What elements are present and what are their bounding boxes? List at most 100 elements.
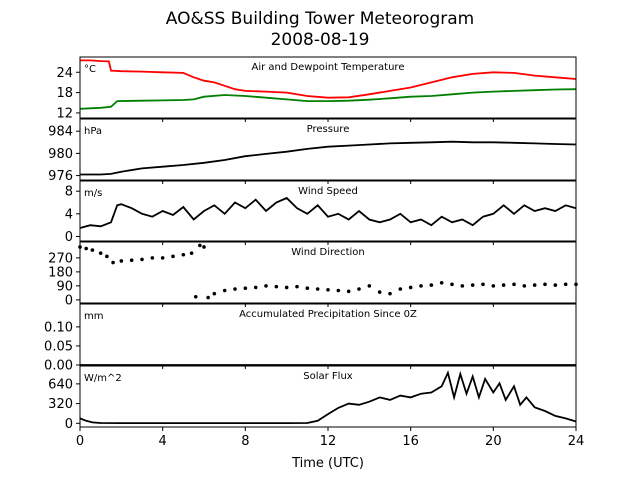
data-point: [84, 246, 88, 251]
data-point: [357, 287, 361, 291]
data-point: [522, 284, 527, 288]
data-point: [563, 282, 568, 287]
data-point: [326, 287, 330, 292]
data-point: [346, 289, 351, 294]
series-1-points: [78, 243, 578, 300]
data-point: [470, 283, 475, 287]
data-point: [377, 290, 382, 294]
data-point: [284, 285, 289, 290]
y-tick-label: 0.05: [44, 339, 73, 354]
y-tick-label: 180: [48, 265, 73, 280]
panel-unit-label: m/s: [84, 188, 102, 199]
data-point: [264, 284, 268, 288]
series-1-line: [80, 140, 577, 176]
data-point: [119, 259, 124, 263]
y-tick-label: 90: [56, 279, 73, 294]
data-point: [193, 294, 198, 299]
data-point: [450, 282, 454, 287]
x-tick-label: 8: [241, 434, 249, 449]
y-tick-label: 8: [65, 185, 73, 200]
data-point: [460, 284, 465, 288]
panel-unit-label: mm: [84, 311, 103, 322]
data-point: [198, 243, 202, 248]
series-2-line: [79, 88, 577, 110]
data-point: [491, 284, 496, 288]
y-tick-label: 0: [65, 293, 73, 308]
y-tick-label: 976: [48, 169, 73, 184]
data-point: [212, 291, 217, 296]
x-axis: 0 4 8 12 16 20 24: [76, 434, 584, 449]
panel-unit-label: W/m^2: [84, 373, 122, 384]
x-axis-label: Time (UTC): [291, 456, 364, 471]
data-point: [408, 285, 413, 290]
data-point: [481, 282, 485, 287]
panel-unit-label: °C: [84, 64, 96, 75]
data-point: [233, 287, 237, 291]
data-point: [305, 286, 310, 291]
panel-unit-label: hPa: [84, 126, 102, 137]
data-point: [171, 254, 175, 259]
chart-title-line-1: AO&SS Building Tower Meteorogram: [166, 9, 474, 29]
data-point: [512, 282, 516, 287]
data-point: [315, 287, 320, 291]
y-tick-label: 270: [48, 251, 73, 266]
x-tick-label: 12: [320, 434, 337, 449]
data-point: [439, 280, 444, 285]
y-tick-label: 0.00: [44, 359, 73, 374]
panel-2: 976 980 984 hPa Pressure: [48, 118, 577, 184]
data-point: [253, 285, 258, 290]
y-tick-label: 12: [56, 106, 73, 121]
data-point: [150, 256, 155, 260]
data-point: [532, 283, 537, 287]
data-point: [181, 252, 186, 257]
chart-title-line-2: 2008-08-19: [271, 30, 370, 50]
data-point: [274, 284, 279, 289]
data-point: [336, 288, 341, 293]
panel-5: 0.00 0.05 0.10 mm Accumulated Precipitation …: [44, 303, 577, 374]
data-point: [98, 251, 103, 256]
y-tick-label: 984: [48, 125, 73, 140]
x-tick-label: 24: [568, 434, 585, 449]
panel-title: Accumulated Precipitation Since 0Z: [239, 309, 417, 320]
panel-title: Solar Flux: [303, 371, 353, 382]
y-tick-label: 24: [56, 66, 73, 81]
data-point: [398, 287, 403, 291]
panel-1: 12 18 24 °C Air and Dewpoint Temperature: [56, 56, 577, 122]
y-tick-label: 0: [65, 417, 73, 432]
x-tick-label: 16: [402, 434, 419, 449]
panel-title: Pressure: [307, 124, 350, 135]
series-1-line: [79, 370, 577, 424]
data-point: [189, 251, 194, 256]
panel-title: Air and Dewpoint Temperature: [252, 62, 405, 73]
data-point: [140, 257, 144, 262]
data-point: [388, 291, 392, 296]
series-1-line: [80, 59, 577, 99]
panel-6: 0 320 640 W/m^2 Solar Flux: [48, 365, 577, 432]
data-point: [105, 254, 109, 259]
y-tick-label: 18: [56, 86, 73, 101]
y-tick-label: 0.10: [44, 320, 73, 335]
data-point: [429, 283, 434, 287]
data-point: [295, 284, 299, 289]
data-point: [501, 283, 506, 287]
data-point: [206, 295, 210, 300]
data-point: [129, 258, 134, 263]
panel-title: Wind Direction: [291, 247, 365, 258]
y-tick-label: 980: [48, 147, 73, 162]
panel-3: 0 4 8 m/s Wind Speed: [65, 180, 577, 245]
data-point: [367, 284, 372, 288]
y-tick-label: 4: [65, 207, 73, 222]
y-tick-label: 640: [48, 377, 73, 392]
data-point: [90, 248, 95, 252]
series-1-line: [79, 196, 577, 229]
x-tick-label: 0: [76, 434, 84, 449]
data-point: [202, 245, 206, 249]
x-tick-label: 20: [485, 434, 502, 449]
data-point: [243, 286, 248, 291]
data-point: [419, 284, 423, 288]
data-point: [160, 256, 165, 260]
y-tick-label: 320: [48, 397, 73, 412]
